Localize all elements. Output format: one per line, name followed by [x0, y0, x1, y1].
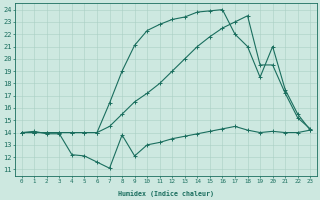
X-axis label: Humidex (Indice chaleur): Humidex (Indice chaleur) [118, 190, 214, 197]
